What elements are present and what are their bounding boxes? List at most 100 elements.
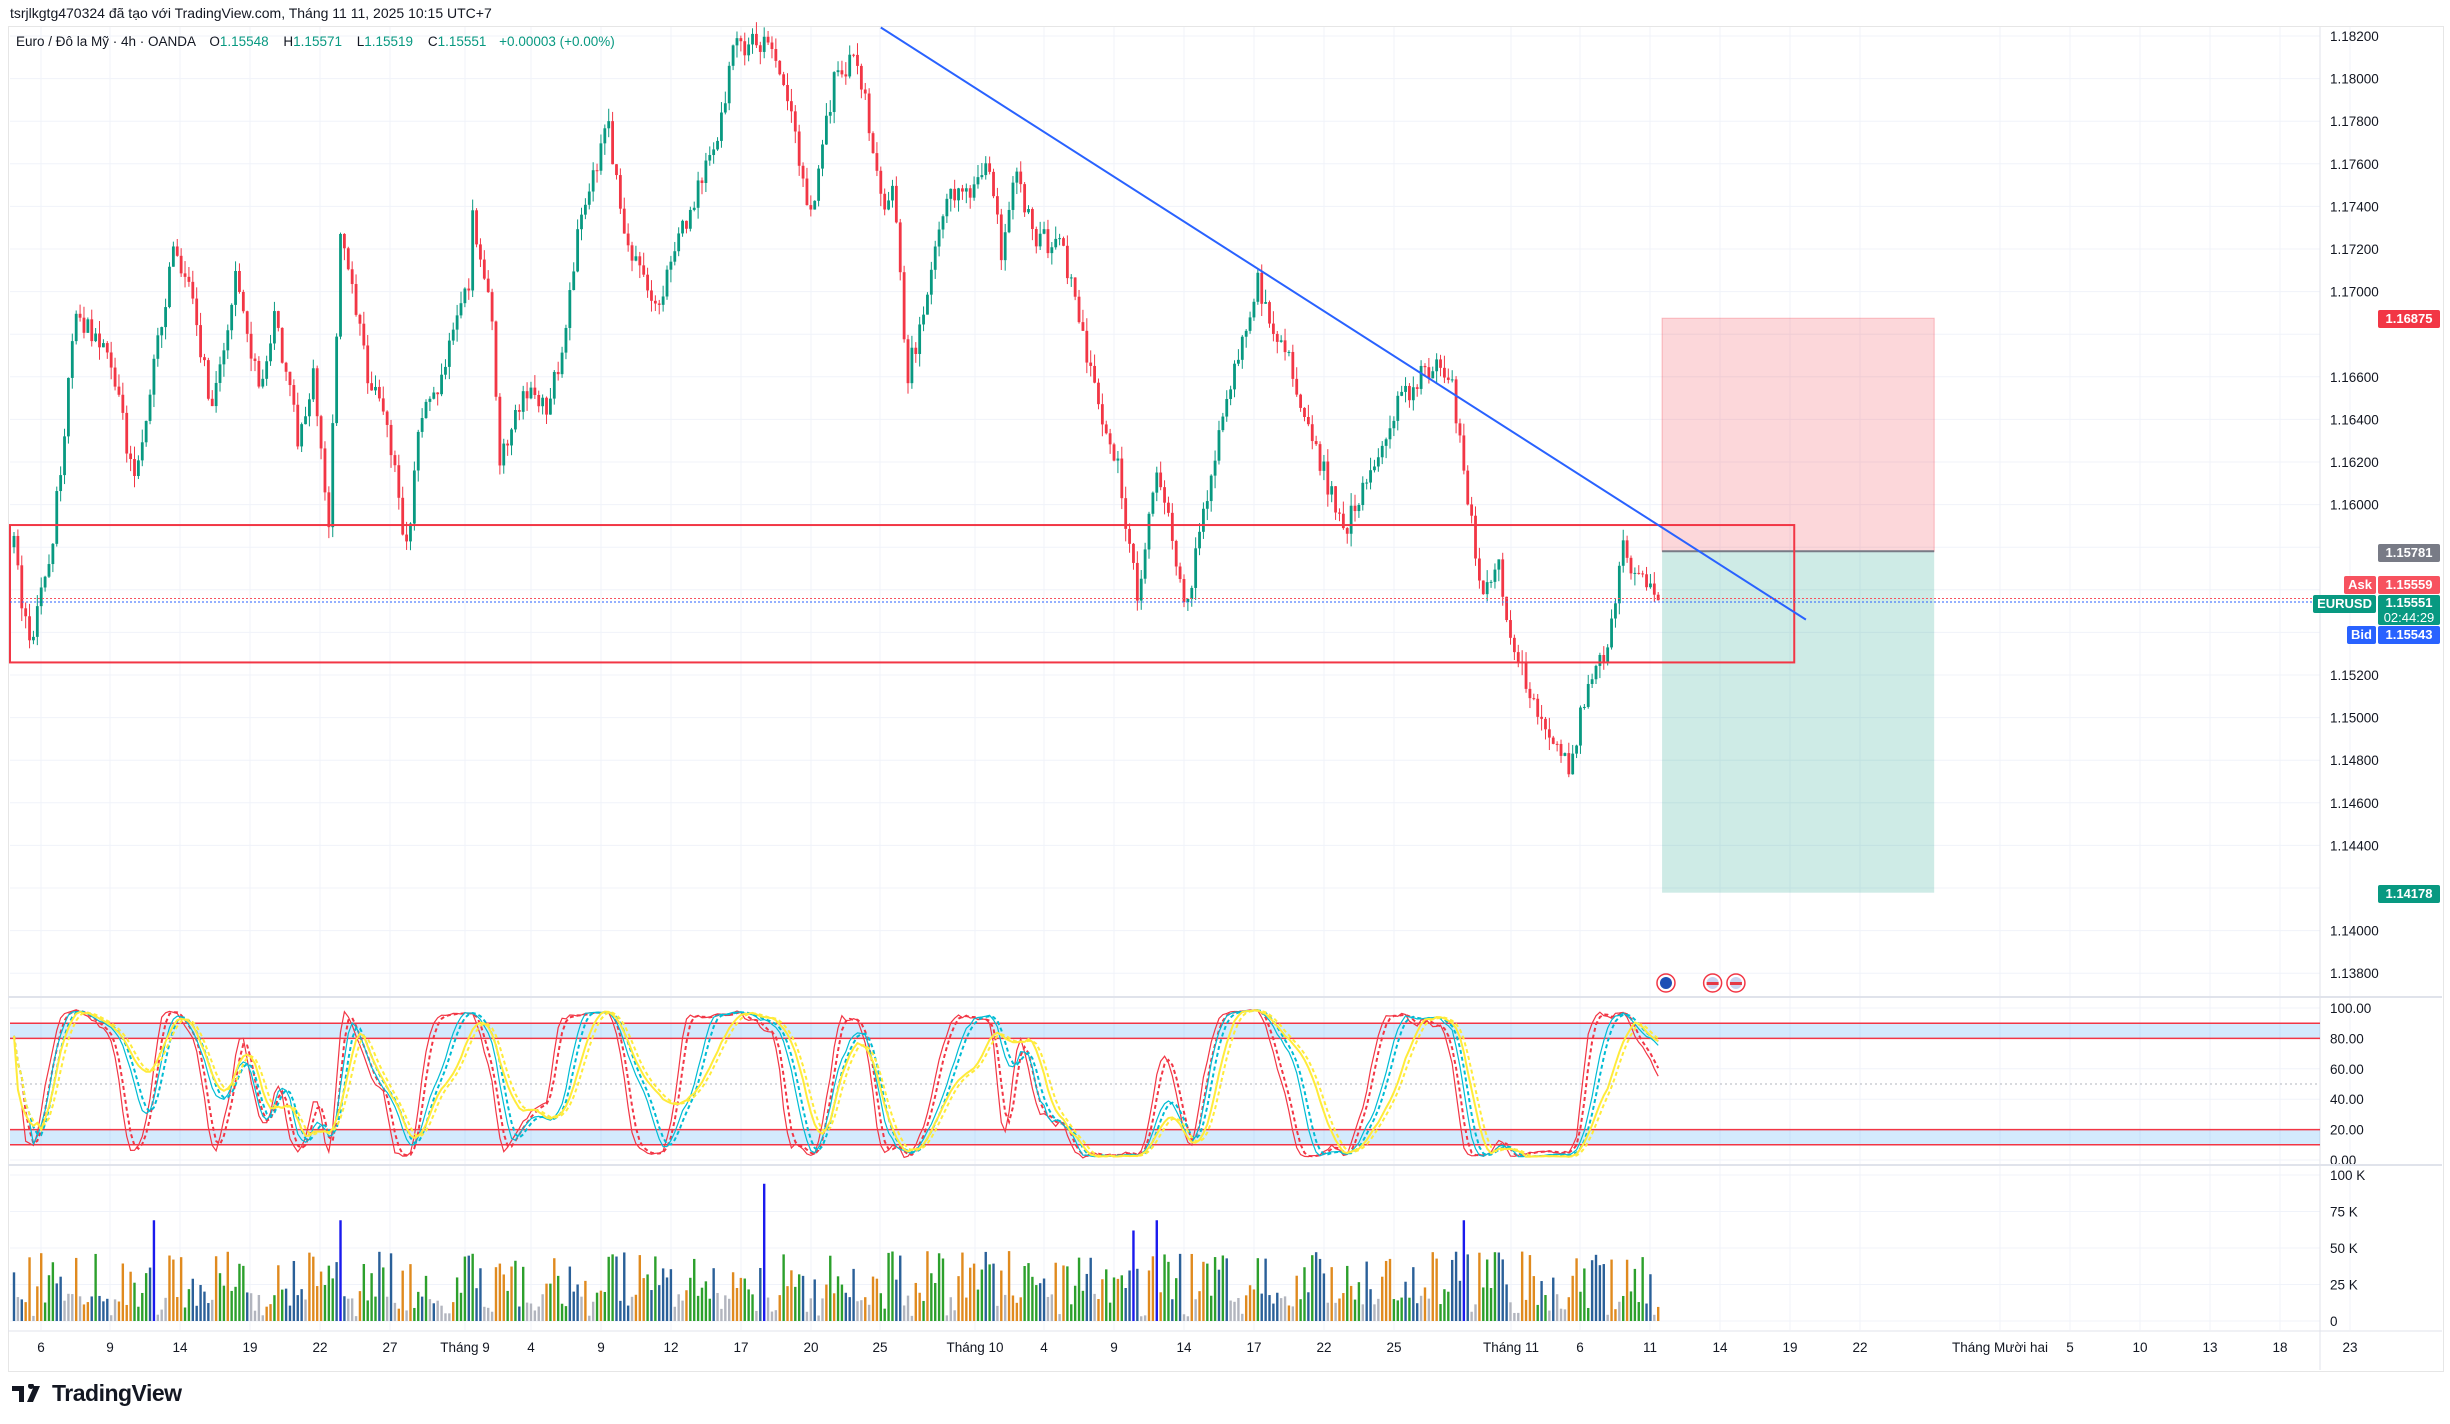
candle-body bbox=[1353, 505, 1357, 512]
candle-body bbox=[953, 188, 957, 201]
candle bbox=[327, 486, 331, 539]
volume-bar bbox=[556, 1275, 560, 1321]
volume-bar bbox=[1194, 1299, 1197, 1321]
stoch-fast-k-line bbox=[13, 1009, 1659, 1159]
candle bbox=[696, 171, 700, 219]
volume-bar bbox=[347, 1298, 350, 1321]
volume-bar bbox=[1641, 1257, 1644, 1321]
candle bbox=[964, 183, 968, 204]
candle bbox=[506, 439, 510, 456]
candle bbox=[1501, 552, 1505, 606]
candle-body bbox=[778, 60, 782, 75]
volume-bar bbox=[20, 1299, 23, 1321]
volume-bar bbox=[1489, 1288, 1493, 1321]
volume-bar bbox=[1396, 1300, 1399, 1321]
tradingview-logo[interactable]: TradingView bbox=[12, 1380, 182, 1407]
candle bbox=[105, 341, 109, 359]
volume-bar bbox=[588, 1315, 591, 1321]
volume-bar bbox=[1505, 1284, 1508, 1321]
volume-bar bbox=[191, 1278, 195, 1321]
candle bbox=[615, 164, 618, 180]
candle bbox=[1027, 205, 1030, 215]
candle bbox=[98, 321, 101, 360]
candle-body bbox=[1415, 387, 1419, 389]
volume-bar bbox=[265, 1306, 268, 1321]
candle-body bbox=[1244, 330, 1248, 337]
volume-bar bbox=[844, 1292, 848, 1321]
candle bbox=[296, 392, 300, 450]
volume-bar bbox=[172, 1259, 175, 1321]
volume-bar bbox=[211, 1299, 214, 1321]
volume-bar bbox=[94, 1253, 97, 1321]
price-axis-label: 1.15200 bbox=[2330, 668, 2379, 683]
volume-bar bbox=[1007, 1251, 1011, 1321]
candle bbox=[552, 370, 556, 405]
candle bbox=[782, 71, 786, 87]
volume-bar bbox=[1361, 1304, 1364, 1321]
candle-body bbox=[374, 386, 377, 391]
candle-body bbox=[824, 115, 828, 145]
volume-bar bbox=[1291, 1306, 1295, 1321]
candle-body bbox=[1295, 378, 1299, 395]
symbol-title[interactable]: Euro / Đô la Mỹ · 4h · OANDA bbox=[16, 34, 197, 49]
candle bbox=[102, 339, 105, 348]
candle-body bbox=[1427, 367, 1431, 379]
volume-bar bbox=[1283, 1296, 1287, 1321]
candle-body bbox=[1256, 272, 1260, 302]
candle-body bbox=[1400, 391, 1404, 396]
candle-body bbox=[370, 383, 374, 391]
candle-body bbox=[444, 366, 447, 375]
volume-bar bbox=[90, 1296, 93, 1321]
candle-body bbox=[568, 290, 572, 328]
candle-body bbox=[288, 371, 292, 386]
candle bbox=[809, 195, 813, 217]
volume-bar bbox=[1206, 1263, 1209, 1321]
candle bbox=[311, 359, 315, 402]
volume-bar bbox=[1147, 1270, 1151, 1321]
candle bbox=[529, 381, 533, 400]
candle bbox=[288, 371, 292, 397]
candle bbox=[20, 555, 24, 622]
candle-body bbox=[486, 278, 490, 293]
candle-body bbox=[1034, 229, 1038, 247]
candle-body bbox=[595, 170, 599, 172]
candle bbox=[1077, 289, 1081, 324]
volume-bar bbox=[420, 1296, 424, 1321]
volume-bar bbox=[809, 1298, 813, 1321]
candle-body bbox=[688, 209, 692, 229]
time-axis-label: 9 bbox=[597, 1340, 605, 1355]
volume-bar bbox=[770, 1311, 774, 1321]
candle-body bbox=[669, 261, 673, 270]
volume-bar bbox=[817, 1315, 820, 1321]
volume-bar bbox=[222, 1285, 226, 1321]
candle bbox=[894, 176, 898, 224]
candle-body bbox=[1069, 277, 1073, 279]
candle bbox=[16, 529, 20, 570]
candle bbox=[1369, 457, 1372, 490]
candle bbox=[214, 371, 218, 413]
candle-body bbox=[284, 362, 288, 372]
candle-body bbox=[1512, 637, 1516, 653]
candle bbox=[774, 38, 778, 68]
event-icon-stripe bbox=[1706, 982, 1719, 985]
candle-body bbox=[1190, 587, 1194, 599]
candle bbox=[1139, 570, 1143, 610]
stoch-mid-d-line bbox=[13, 1009, 1659, 1158]
candle-body bbox=[685, 220, 688, 229]
candle bbox=[94, 328, 98, 343]
candle-body bbox=[1077, 296, 1081, 323]
volume-bar bbox=[992, 1263, 995, 1321]
candle bbox=[844, 62, 848, 85]
candle bbox=[342, 233, 346, 261]
candle-body bbox=[735, 38, 739, 46]
volume-bar bbox=[1229, 1300, 1232, 1321]
candle-body bbox=[836, 70, 840, 73]
volume-bar bbox=[545, 1283, 548, 1321]
candle-body bbox=[148, 394, 152, 421]
candle-body bbox=[191, 281, 195, 299]
time-axis-label: Tháng 10 bbox=[946, 1340, 1004, 1355]
volume-bar bbox=[1520, 1251, 1524, 1321]
volume-bar bbox=[891, 1251, 894, 1321]
candle-body bbox=[1528, 688, 1532, 699]
